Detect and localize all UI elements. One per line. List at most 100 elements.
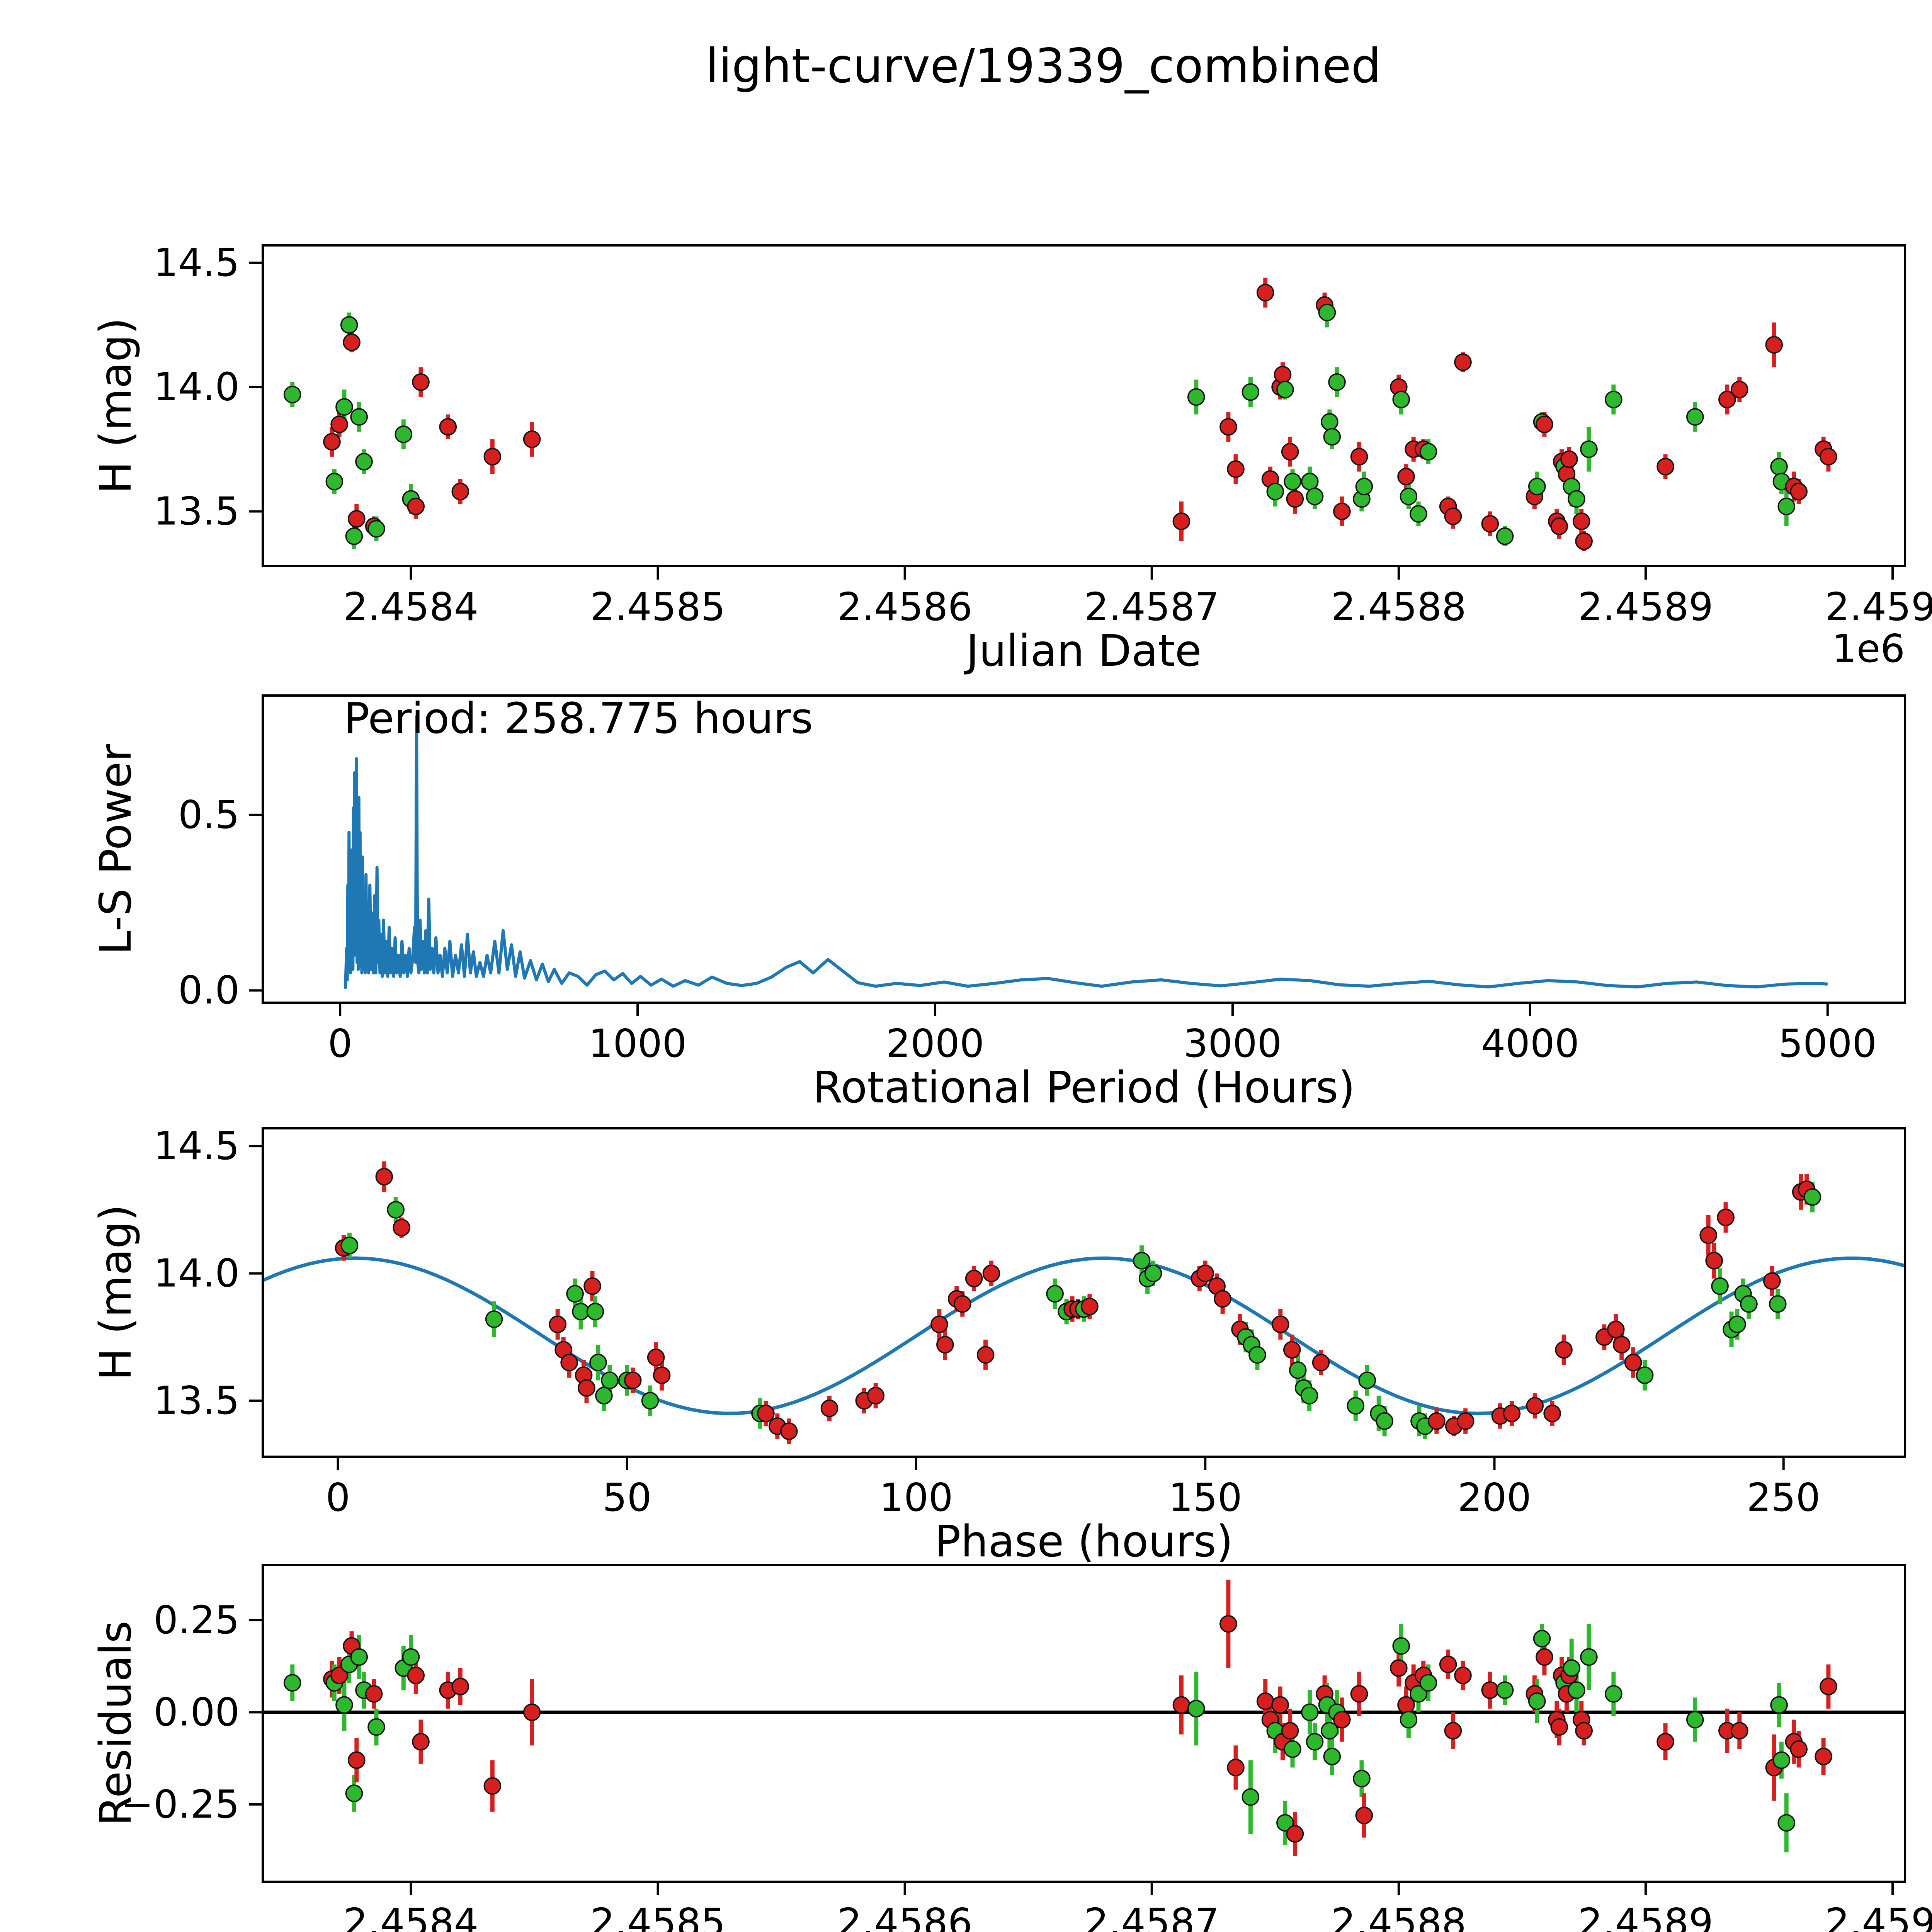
data-point [1284, 473, 1301, 490]
markers-phase-mag [335, 1168, 1821, 1440]
data-point [1214, 1290, 1231, 1308]
data-point [1301, 473, 1319, 490]
y-tick-label: −0.25 [121, 1782, 240, 1827]
data-point [1284, 1740, 1301, 1758]
data-point [1286, 490, 1304, 508]
data-point [348, 1751, 366, 1769]
data-point [1312, 1354, 1330, 1371]
data-point [1046, 1285, 1064, 1303]
y-tick-label: 14.0 [153, 364, 240, 410]
data-point [1481, 1681, 1499, 1699]
data-point [451, 483, 469, 500]
y-tick-label: 14.0 [153, 1251, 240, 1296]
data-point [1699, 1226, 1717, 1244]
data-point [1481, 515, 1499, 533]
x-tick-label: 200 [1458, 1475, 1531, 1520]
x-tick-label: 2.4587 [1084, 1900, 1219, 1932]
periodogram-line [344, 715, 1828, 989]
data-point [1266, 483, 1284, 500]
data-point [1580, 1648, 1598, 1666]
data-point [1196, 1264, 1214, 1282]
data-point [1301, 1703, 1319, 1721]
y-tick-label: 0.0 [178, 968, 240, 1013]
data-point [1271, 1696, 1289, 1714]
data-point [325, 473, 344, 490]
data-point [1772, 1751, 1791, 1769]
data-point [323, 433, 341, 451]
data-point [1770, 1696, 1788, 1714]
data-point [1454, 1667, 1472, 1684]
errorbars-residuals [290, 1580, 1831, 1856]
y-tick-label: 0.00 [153, 1689, 240, 1735]
data-point [1355, 478, 1373, 495]
data-point [412, 1733, 430, 1751]
data-point [1172, 1696, 1190, 1714]
data-point [1219, 1615, 1237, 1633]
y-tick-label: 13.5 [153, 1378, 240, 1423]
data-point [1256, 1692, 1274, 1710]
data-point [1227, 1759, 1245, 1777]
y-tick-label: 14.5 [153, 240, 240, 285]
x-tick-label: 100 [879, 1475, 953, 1520]
panel-periodogram: 0 1000 2000 3000 4000 5000 0.0 0.5 [178, 694, 1906, 1066]
data-point [1328, 373, 1346, 391]
data-point [549, 1315, 566, 1333]
data-point [1289, 1361, 1307, 1379]
data-point [365, 1685, 383, 1703]
x-tick-label: 2.4587 [1084, 584, 1219, 629]
data-point [1133, 1252, 1151, 1270]
axes-frame-jd-mag [262, 244, 1906, 567]
x-tick-label: 2.4584 [344, 1900, 479, 1932]
x-tick-label: 2.4586 [837, 1900, 973, 1932]
data-point [867, 1387, 885, 1405]
data-point [395, 425, 413, 443]
x-tick-label: 2000 [886, 1021, 985, 1066]
data-point [1790, 483, 1808, 500]
data-point [1624, 1354, 1642, 1371]
data-point [1686, 1711, 1704, 1729]
data-point [1353, 1770, 1371, 1787]
data-point [1717, 1208, 1735, 1226]
data-point [1575, 1722, 1593, 1740]
data-point [1526, 1397, 1544, 1415]
data-point [483, 448, 502, 466]
data-point [375, 1168, 393, 1185]
data-point [1803, 1188, 1821, 1206]
data-point [601, 1371, 619, 1389]
data-point [523, 430, 541, 448]
data-point [1172, 512, 1190, 530]
data-point [348, 510, 366, 528]
data-point [641, 1392, 659, 1410]
data-point [367, 1718, 385, 1736]
x-tick-label: 1000 [588, 1021, 687, 1066]
data-point [1636, 1366, 1654, 1384]
x-tick-label: 2.4588 [1331, 584, 1466, 629]
data-point [1274, 366, 1292, 384]
data-point [1419, 443, 1437, 461]
data-point [1769, 1295, 1787, 1313]
data-point [1390, 1659, 1408, 1677]
data-point [1392, 391, 1410, 408]
y-tick-label: 0.5 [178, 792, 240, 837]
data-point [1777, 1814, 1795, 1832]
data-point [566, 1285, 584, 1303]
x-tick-label: 2.4584 [344, 584, 479, 629]
data-point [1731, 1722, 1748, 1740]
data-point [483, 1777, 502, 1795]
figure-title: light-curve/19339_combined [705, 39, 1381, 94]
panel-phase-mag: 0 50 100 150 200 250 13.5 14.0 14.5 [153, 1123, 1906, 1520]
data-point [1550, 1718, 1568, 1736]
panel1-xlabel: Julian Date [966, 626, 1202, 676]
data-point [1536, 1648, 1553, 1666]
data-point [1355, 1806, 1373, 1825]
data-point [1686, 408, 1704, 426]
data-point [1187, 1700, 1205, 1718]
data-point [1503, 1405, 1521, 1422]
data-point [1392, 1637, 1410, 1655]
data-point [1376, 1412, 1393, 1430]
data-point [1575, 532, 1593, 550]
data-point [1454, 353, 1472, 371]
data-point [1656, 1733, 1674, 1751]
data-point [820, 1400, 838, 1417]
